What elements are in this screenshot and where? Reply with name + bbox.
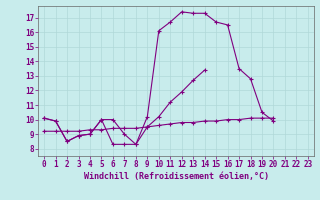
X-axis label: Windchill (Refroidissement éolien,°C): Windchill (Refroidissement éolien,°C) (84, 172, 268, 181)
